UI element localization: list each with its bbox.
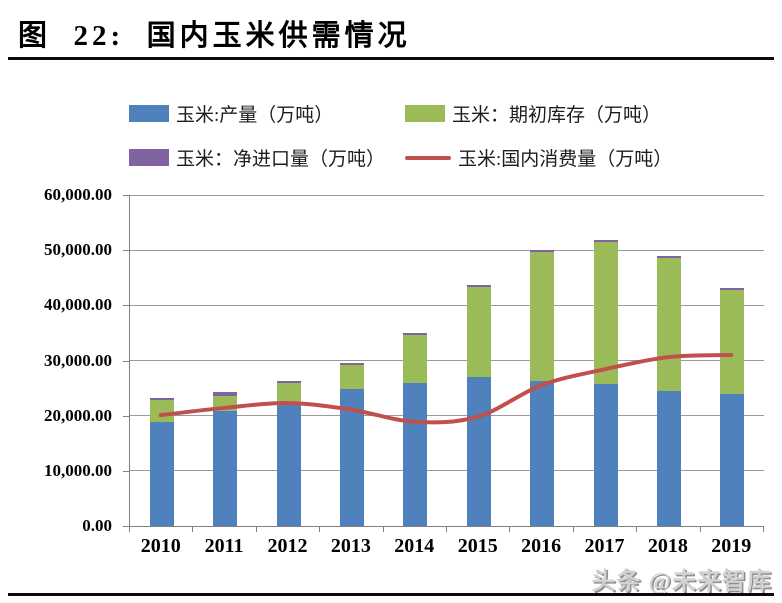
x-axis-tick-mark xyxy=(192,527,194,532)
x-axis-tick-label: 2014 xyxy=(394,535,435,557)
bar-2015-production xyxy=(466,377,491,526)
title-divider-line xyxy=(8,57,774,60)
bar-2017-beginning-inventory xyxy=(593,242,618,384)
figure-title: 图 22: 国内玉米供需情况 xyxy=(18,20,411,52)
x-axis-tick-label: 2010 xyxy=(140,535,181,557)
bar-2010-net-imports xyxy=(149,397,174,400)
bar-2012-beginning-inventory xyxy=(276,382,301,404)
y-axis-tick-mark xyxy=(123,195,129,196)
bar-2016-production xyxy=(530,380,555,526)
x-axis-tick-label: 2016 xyxy=(521,535,562,557)
legend-item-net-imports: 玉米：净进口量（万吨） xyxy=(129,144,405,171)
watermark: 头条 @未来智库 xyxy=(591,569,772,595)
bar-2014-net-imports xyxy=(403,333,428,336)
legend-item-consumption: 玉米:国内消费量（万吨） xyxy=(405,144,672,171)
bottom-divider-line xyxy=(8,593,774,596)
x-axis-tick-mark xyxy=(446,527,447,532)
bar-2011-production xyxy=(213,411,238,526)
y-axis-tick-label: 60,000.00 xyxy=(44,185,112,204)
bar-2016-net-imports xyxy=(530,249,555,252)
legend-label: 玉米:产量（万吨） xyxy=(176,105,334,126)
x-axis-tick-mark xyxy=(636,527,638,532)
y-axis-tick-mark xyxy=(123,250,129,252)
x-axis-tick-label: 2019 xyxy=(711,535,752,557)
x-axis-tick-mark xyxy=(255,527,257,532)
bar-2017-production xyxy=(593,383,618,526)
bar-2012-production xyxy=(276,403,301,526)
bar-2018-production xyxy=(656,391,681,526)
x-axis-tick-label: 2011 xyxy=(204,535,244,557)
bar-2018-beginning-inventory xyxy=(656,258,681,392)
bar-2012-net-imports xyxy=(276,380,301,383)
legend-color-swatch-icon xyxy=(405,105,445,122)
y-axis-tick-label: 50,000.00 xyxy=(44,240,112,260)
legend-label: 玉米：净进口量（万吨） xyxy=(176,149,386,170)
y-axis-tick-label: 40,000.00 xyxy=(44,295,112,315)
bar-2019-beginning-inventory xyxy=(720,289,745,395)
x-axis-tick-mark xyxy=(129,527,130,532)
bar-2019-production xyxy=(720,394,745,526)
gridline xyxy=(130,194,764,196)
x-axis-tick-mark xyxy=(763,527,764,532)
x-axis-tick-label: 2012 xyxy=(267,535,308,557)
y-axis-tick-label: 0.00 xyxy=(82,516,112,535)
x-axis-tick-mark xyxy=(572,527,574,532)
y-axis-tick-mark xyxy=(123,526,129,527)
gridline xyxy=(130,470,764,472)
y-axis-tick-label: 20,000.00 xyxy=(44,405,112,425)
gridline xyxy=(130,249,764,251)
legend-label: 玉米：期初库存（万吨） xyxy=(452,105,662,126)
y-axis-tick-mark xyxy=(123,470,129,472)
x-axis-tick-label: 2018 xyxy=(647,535,688,557)
x-axis-tick-mark xyxy=(699,527,701,532)
x-axis-tick-label: 2015 xyxy=(457,535,498,557)
bar-2015-net-imports xyxy=(466,285,491,288)
consumption-line-layer xyxy=(158,352,734,425)
gridline xyxy=(130,304,764,306)
legend-line-swatch-icon xyxy=(405,155,451,160)
legend-item-production: 玉米:产量（万吨） xyxy=(129,100,405,127)
bar-2014-production xyxy=(403,382,428,526)
bar-2015-beginning-inventory xyxy=(466,287,491,378)
x-axis-tick-mark xyxy=(319,527,321,532)
legend-label: 玉米:国内消费量（万吨） xyxy=(458,149,673,170)
bar-2013-beginning-inventory xyxy=(339,364,364,390)
legend-color-swatch-icon xyxy=(129,149,169,166)
x-axis-tick-mark xyxy=(509,527,511,532)
y-axis-tick-label: 10,000.00 xyxy=(44,460,112,480)
bar-2014-beginning-inventory xyxy=(403,335,428,383)
y-axis-tick-mark xyxy=(123,415,129,417)
gridline xyxy=(130,360,764,361)
x-axis-tick-label: 2013 xyxy=(330,535,371,557)
bar-2018-net-imports xyxy=(656,256,681,259)
y-axis-tick-mark xyxy=(123,305,129,307)
plot-area xyxy=(129,194,764,527)
bar-2017-net-imports xyxy=(593,240,618,243)
chart-legend: 玉米:产量（万吨） 玉米：期初库存（万吨） 玉米：净进口量（万吨） 玉米:国内消费量（… xyxy=(129,100,672,171)
y-axis-tick-mark xyxy=(123,360,129,362)
consumption-line xyxy=(158,352,734,425)
bar-2013-net-imports xyxy=(339,362,364,365)
y-axis-tick-label: 30,000.00 xyxy=(44,350,112,370)
legend-item-beginning-inventory: 玉米：期初库存（万吨） xyxy=(405,100,672,127)
x-axis-tick-mark xyxy=(382,527,384,532)
legend-color-swatch-icon xyxy=(129,105,169,122)
bar-2019-net-imports xyxy=(720,287,745,290)
bar-2016-beginning-inventory xyxy=(530,251,555,381)
gridline xyxy=(130,415,764,417)
bar-2011-net-imports xyxy=(213,392,238,396)
bar-2010-production xyxy=(149,421,174,526)
x-axis-tick-label: 2017 xyxy=(584,535,625,557)
